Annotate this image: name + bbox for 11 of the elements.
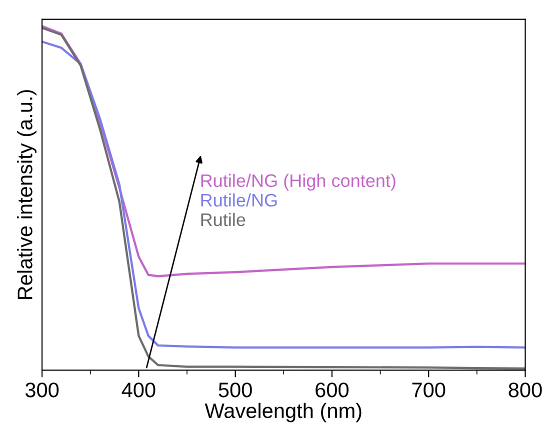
text: Rutile/NG (High content) bbox=[201, 174, 396, 191]
x-tick-label: 400 bbox=[122, 382, 156, 398]
text: Rutile/NG bbox=[201, 193, 277, 207]
x-tick-label: 300 bbox=[25, 382, 59, 398]
x-tick-label: 700 bbox=[412, 382, 446, 398]
x-tick-label: 600 bbox=[316, 382, 349, 398]
y-axis-title: Relative intensity (a.u.) bbox=[17, 90, 36, 299]
x-axis-title: Wavelength (nm) bbox=[204, 402, 362, 422]
x-tick-label: 800 bbox=[508, 382, 542, 398]
x-tick-label: 500 bbox=[218, 382, 252, 398]
text: Rutile bbox=[201, 212, 246, 226]
